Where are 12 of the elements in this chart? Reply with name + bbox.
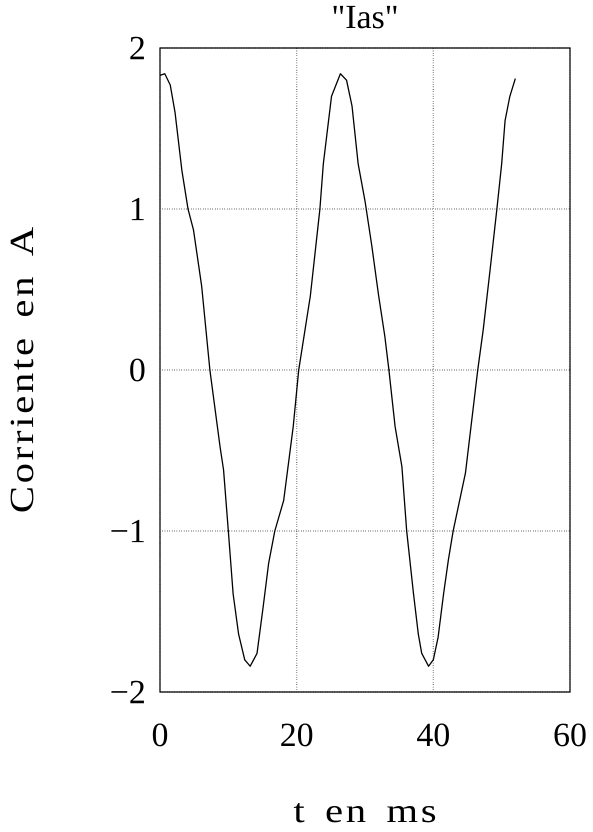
y-tick-label: −1 <box>111 520 144 542</box>
y-tick-label: −2 <box>111 680 144 704</box>
chart-title: "Ias" <box>334 6 396 28</box>
y-tick-label: 0 <box>130 358 145 382</box>
x-tick-label: 40 <box>417 723 449 746</box>
y-tick-label: 2 <box>130 36 144 60</box>
x-axis-title: t en ms <box>294 802 436 822</box>
y-tick-label: 1 <box>132 198 144 220</box>
y-axis-title: Corriente en A <box>10 227 34 512</box>
x-tick-label: 0 <box>152 723 168 746</box>
x-tick-label: 20 <box>281 723 312 746</box>
x-tick-label: 60 <box>554 723 586 746</box>
